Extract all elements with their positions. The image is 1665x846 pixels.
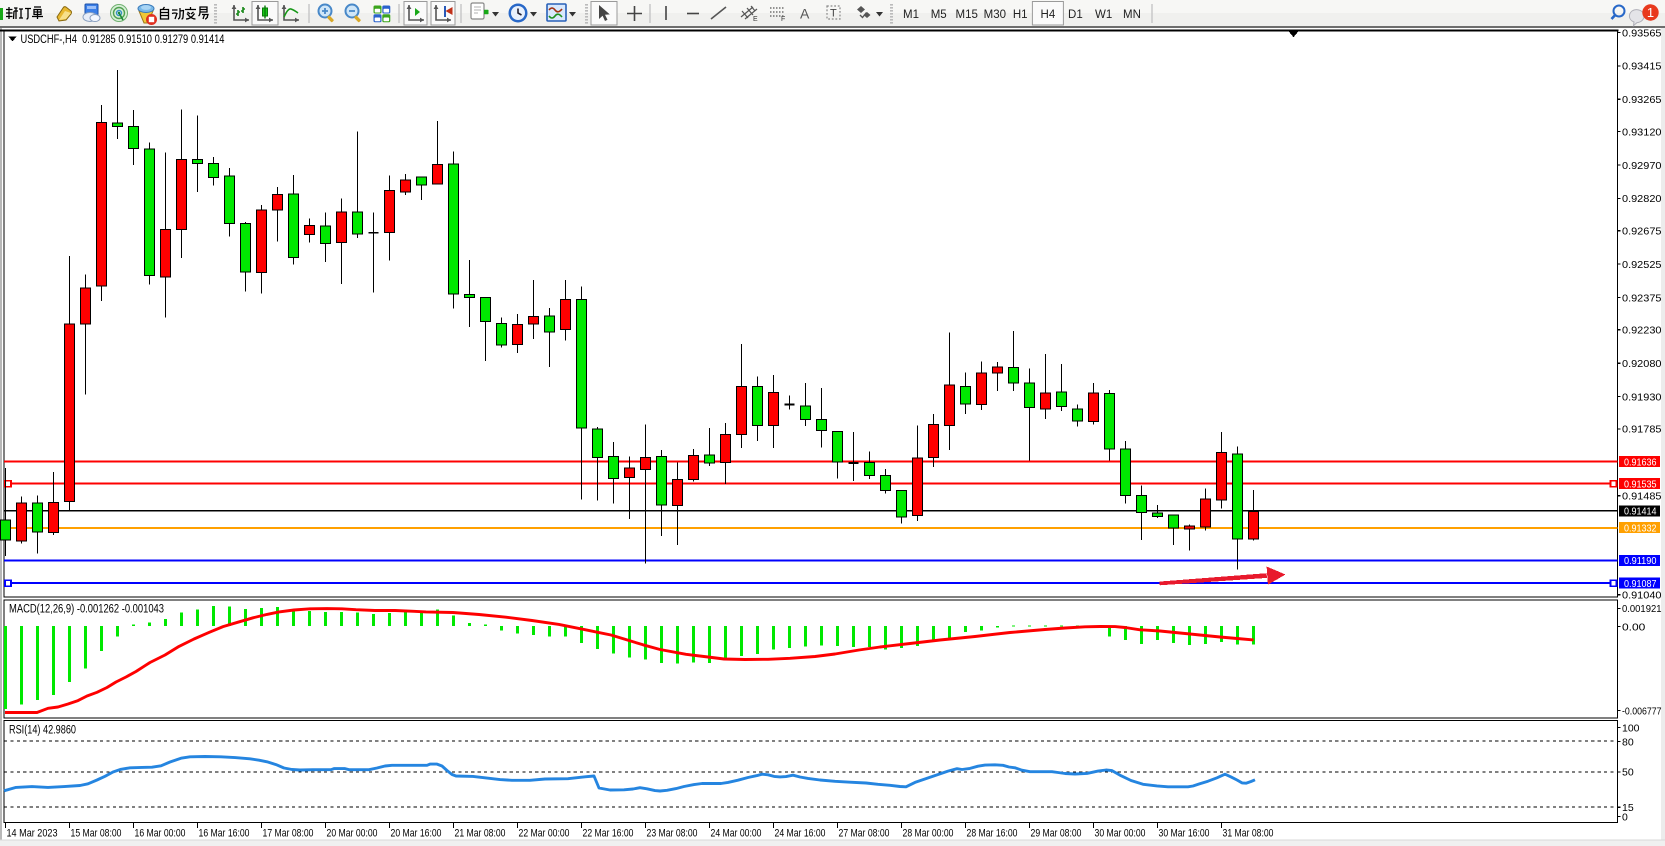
svg-text:80: 80: [1622, 736, 1634, 748]
svg-text:H1: H1: [1013, 9, 1028, 21]
svg-text:0.93565: 0.93565: [1622, 28, 1662, 39]
svg-text:E: E: [753, 16, 758, 23]
svg-text:F: F: [781, 16, 785, 23]
svg-text:0.91040: 0.91040: [1622, 590, 1662, 602]
svg-text:0.92525: 0.92525: [1622, 259, 1662, 271]
svg-text:H4: H4: [1041, 9, 1056, 21]
svg-text:0: 0: [1622, 811, 1628, 823]
svg-text:14 Mar 2023: 14 Mar 2023: [7, 828, 58, 840]
svg-text:31 Mar 08:00: 31 Mar 08:00: [1223, 828, 1274, 840]
svg-text:W1: W1: [1095, 9, 1112, 21]
svg-text:27 Mar 08:00: 27 Mar 08:00: [839, 828, 890, 840]
svg-text:0.93415: 0.93415: [1622, 61, 1662, 73]
svg-text:0.92820: 0.92820: [1622, 193, 1662, 205]
svg-text:-0.006777: -0.006777: [1622, 705, 1662, 717]
svg-text:0.91785: 0.91785: [1622, 424, 1662, 436]
svg-text:16 Mar 00:00: 16 Mar 00:00: [135, 828, 186, 840]
svg-text:RSI(14) 42.9860: RSI(14) 42.9860: [9, 725, 76, 737]
svg-text:0.91332: 0.91332: [1624, 523, 1657, 535]
svg-text:0.91930: 0.91930: [1622, 391, 1662, 403]
svg-text:0.93265: 0.93265: [1622, 94, 1662, 106]
svg-text:T: T: [830, 8, 837, 20]
svg-text:M5: M5: [931, 9, 947, 21]
svg-text:17 Mar 08:00: 17 Mar 08:00: [263, 828, 314, 840]
svg-text:0.92675: 0.92675: [1622, 226, 1662, 238]
svg-text:28 Mar 16:00: 28 Mar 16:00: [967, 828, 1018, 840]
svg-text:0.92080: 0.92080: [1622, 358, 1662, 370]
svg-text:0.91535: 0.91535: [1624, 479, 1657, 491]
svg-text:29 Mar 08:00: 29 Mar 08:00: [1031, 828, 1082, 840]
svg-text:0.92970: 0.92970: [1622, 160, 1662, 172]
svg-text:30 Mar 00:00: 30 Mar 00:00: [1095, 828, 1146, 840]
svg-text:0.91087: 0.91087: [1624, 578, 1657, 590]
svg-text:20 Mar 16:00: 20 Mar 16:00: [391, 828, 442, 840]
svg-text:28 Mar 00:00: 28 Mar 00:00: [903, 828, 954, 840]
svg-text:23 Mar 08:00: 23 Mar 08:00: [647, 828, 698, 840]
svg-text:0.92375: 0.92375: [1622, 292, 1662, 304]
svg-text:0.00: 0.00: [1622, 621, 1645, 633]
svg-text:100: 100: [1622, 722, 1640, 734]
svg-text:20 Mar 00:00: 20 Mar 00:00: [327, 828, 378, 840]
svg-text:1: 1: [1647, 5, 1654, 20]
svg-text:24 Mar 00:00: 24 Mar 00:00: [711, 828, 762, 840]
svg-text:0.91190: 0.91190: [1624, 555, 1657, 567]
svg-text:M30: M30: [984, 9, 1006, 21]
svg-text:0.001921: 0.001921: [1622, 603, 1662, 615]
svg-text:50: 50: [1622, 767, 1634, 779]
svg-text:MN: MN: [1123, 9, 1141, 21]
svg-text:0.91485: 0.91485: [1622, 491, 1662, 503]
svg-text:D1: D1: [1068, 9, 1083, 21]
svg-text:30 Mar 16:00: 30 Mar 16:00: [1159, 828, 1210, 840]
svg-text:MACD(12,26,9) -0.001262 -0.001: MACD(12,26,9) -0.001262 -0.001043: [9, 604, 164, 616]
svg-text:0.93120: 0.93120: [1622, 126, 1662, 138]
svg-text:M15: M15: [956, 9, 978, 21]
svg-text:22 Mar 00:00: 22 Mar 00:00: [519, 828, 570, 840]
svg-text:M1: M1: [903, 9, 919, 21]
svg-text:USDCHF-,H4 0.91285 0.91510 0.: USDCHF-,H4 0.91285 0.91510 0.91279 0.914…: [21, 32, 225, 46]
svg-text:15: 15: [1622, 802, 1634, 814]
svg-text:0.91636: 0.91636: [1624, 456, 1657, 468]
svg-text:0.92230: 0.92230: [1622, 325, 1662, 337]
svg-text:24 Mar 16:00: 24 Mar 16:00: [775, 828, 826, 840]
svg-text:A: A: [800, 6, 810, 22]
svg-text:0.91414: 0.91414: [1624, 506, 1657, 518]
svg-text:16 Mar 16:00: 16 Mar 16:00: [199, 828, 250, 840]
svg-text:21 Mar 08:00: 21 Mar 08:00: [455, 828, 506, 840]
svg-text:15 Mar 08:00: 15 Mar 08:00: [71, 828, 122, 840]
svg-text:22 Mar 16:00: 22 Mar 16:00: [583, 828, 634, 840]
